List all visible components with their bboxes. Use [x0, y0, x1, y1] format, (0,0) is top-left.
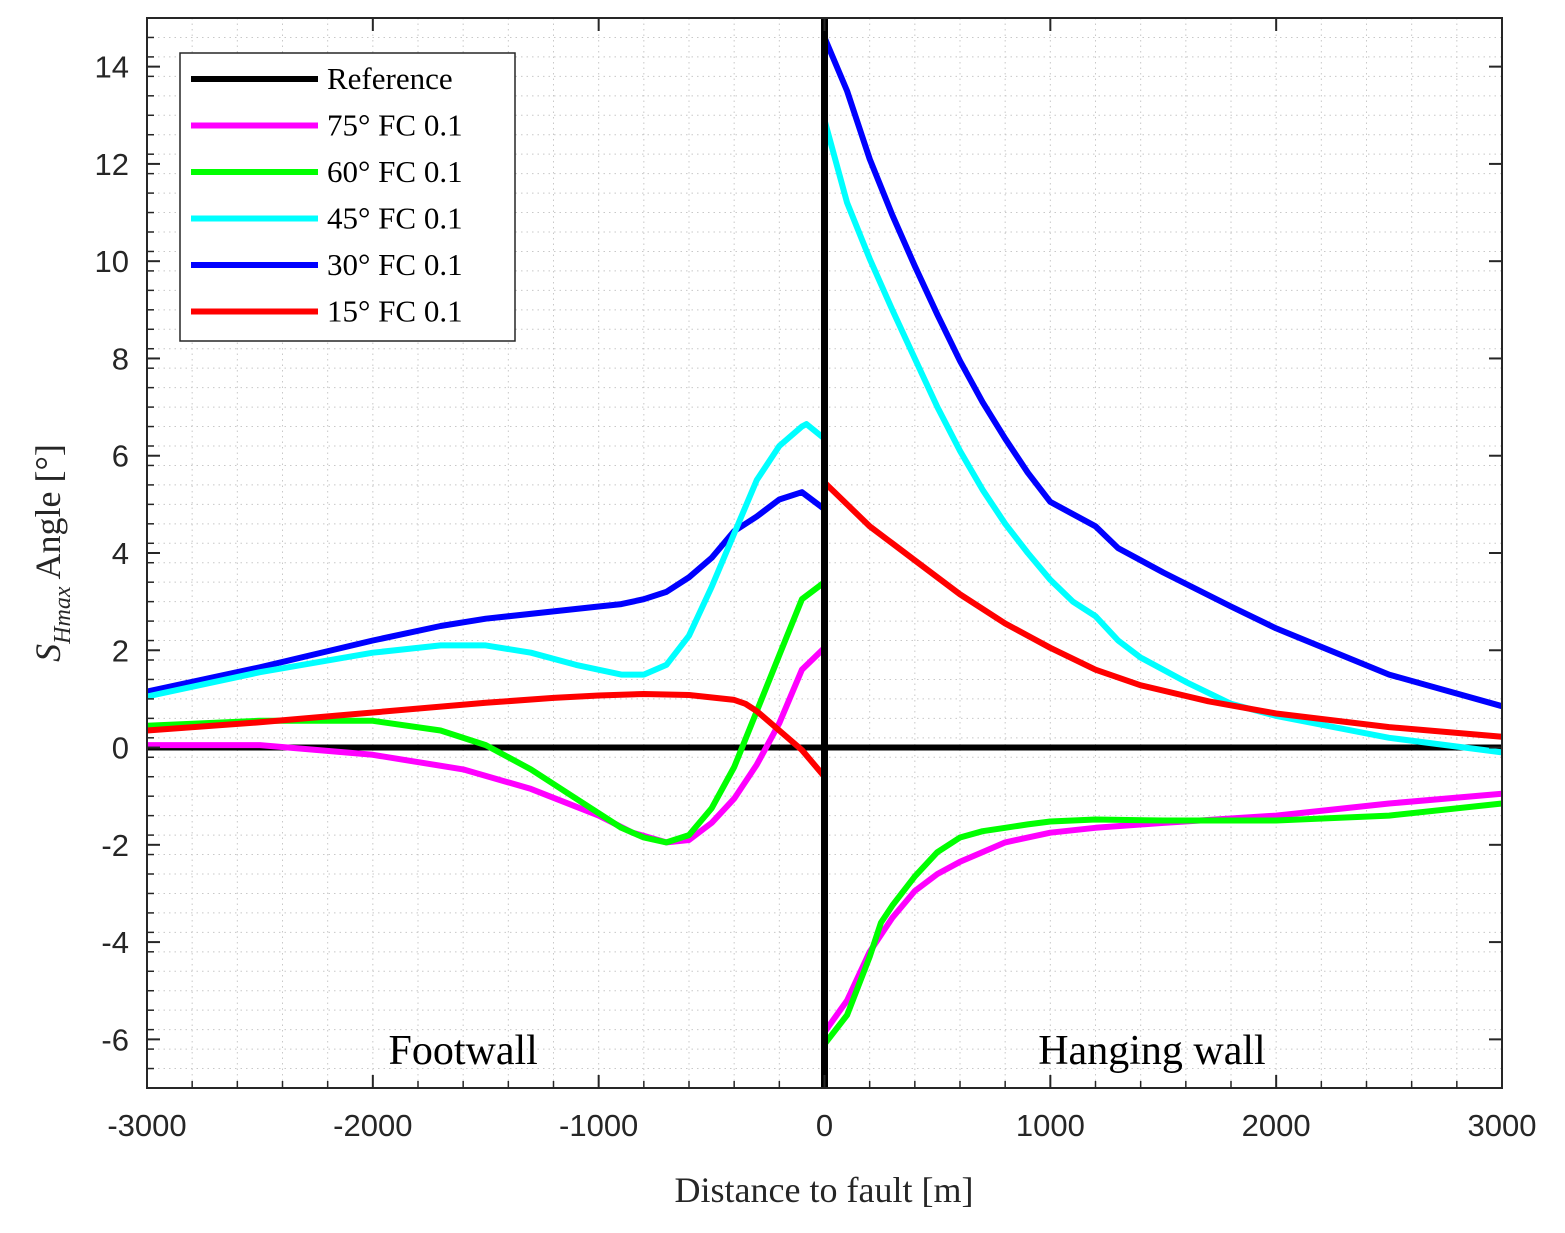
annotation-label: Footwall	[388, 1028, 537, 1074]
y-tick-label: 8	[112, 341, 129, 376]
series-60-fc-0-1-line	[146, 579, 827, 846]
y-tick-label: 6	[112, 439, 129, 474]
legend-label: 60° FC 0.1	[327, 154, 463, 189]
series-45-fc-0-1-line-hanging	[821, 119, 1503, 756]
y-axis-title: SHmax Angle [°]	[28, 444, 76, 662]
x-tick-label: -2000	[333, 1108, 412, 1143]
x-tick-label: -3000	[107, 1108, 186, 1143]
series-15-fc-0-1-line-hanging	[822, 480, 1503, 740]
annotation-layer: Footwall Hanging wall	[388, 1028, 1265, 1074]
legend-label: 45° FC 0.1	[327, 201, 463, 236]
y-tick-label: 14	[95, 50, 129, 85]
x-tick-label: 0	[816, 1108, 833, 1143]
y-tick-label: 12	[95, 147, 129, 182]
series-30-fc-0-1-line-hanging	[821, 36, 1503, 710]
legend-label: Reference	[327, 61, 453, 96]
series-15-fc-0-1-line	[146, 691, 827, 779]
series-layer	[146, 18, 1503, 1088]
y-tick-label: 0	[112, 731, 129, 766]
x-tick-label: 3000	[1468, 1108, 1537, 1143]
x-tick-label: 1000	[1016, 1108, 1085, 1143]
y-tick-label: 10	[95, 244, 129, 279]
y-axis-title-subscript: Hmax	[50, 586, 76, 645]
y-axis-title-symbol: S	[28, 644, 68, 662]
legend-label: 75° FC 0.1	[327, 108, 463, 143]
series-30-fc-0-1-line	[146, 489, 827, 695]
y-tick-label: -4	[101, 925, 129, 960]
x-tick-label: 2000	[1242, 1108, 1311, 1143]
y-tick-label: 4	[112, 536, 129, 571]
legend-label: 15° FC 0.1	[327, 294, 463, 329]
series-60-fc-0-1-line-hanging	[822, 800, 1503, 1047]
series-45-fc-0-1-line	[146, 421, 827, 700]
x-axis-title: Distance to fault [m]	[675, 1170, 974, 1210]
tick-layer: -3000 -2000 -1000 0 1000 2000 3000 -6 -4 -2 0 2 4 6 8 1…	[95, 18, 1537, 1143]
legend-label: 30° FC 0.1	[327, 247, 463, 282]
annotation-label: Hanging wall	[1038, 1028, 1265, 1074]
svg-text:SHmax Angle [°]: SHmax Angle [°]	[28, 444, 76, 662]
y-axis-title-rest: Angle [°]	[28, 444, 68, 586]
legend-box	[179, 52, 516, 342]
y-tick-label: -6	[101, 1022, 129, 1057]
x-tick-label: -1000	[559, 1108, 638, 1143]
legend: Reference 75° FC 0.1 60° FC 0.1 45° FC 0.1 3…	[179, 52, 516, 342]
y-tick-label: 2	[112, 633, 129, 668]
y-tick-label: -2	[101, 828, 129, 863]
